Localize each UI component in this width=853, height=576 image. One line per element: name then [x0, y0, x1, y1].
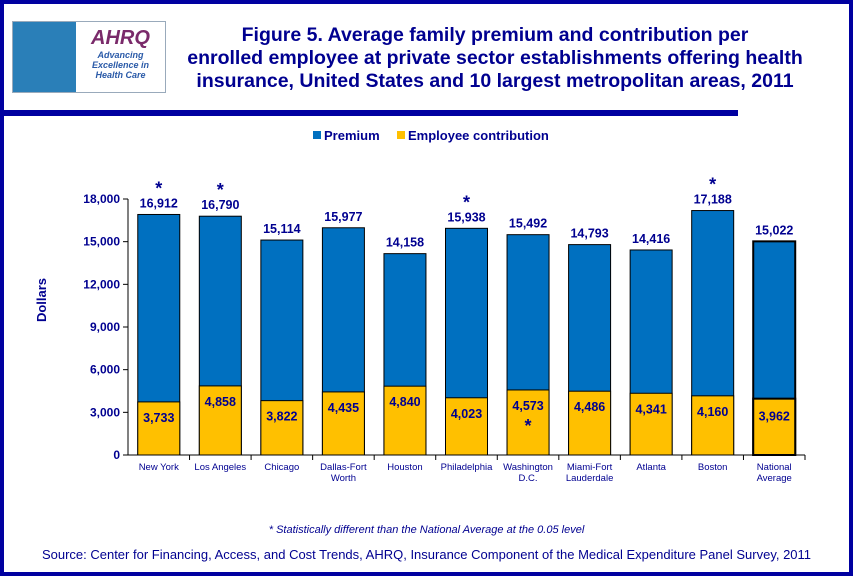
y-axis-label: Dollars — [34, 278, 49, 322]
x-tick-label: National — [757, 462, 792, 473]
bar-employee-contribution — [260, 400, 304, 456]
data-label-premium: 15,114 — [263, 222, 301, 236]
y-tick-label: 12,000 — [83, 277, 120, 291]
data-label-employee-contribution: 4,435 — [328, 401, 359, 415]
x-tick-label: Washington — [503, 462, 553, 473]
ahrq-logo: AHRQ Advancing Excellence in Health Care — [12, 21, 166, 93]
y-tick-label: 9,000 — [90, 320, 120, 334]
y-tick-label: 6,000 — [90, 363, 120, 377]
legend-swatch-premium — [313, 131, 321, 139]
x-tick-label: Dallas-Fort — [320, 462, 367, 473]
y-tick-label: 15,000 — [83, 235, 120, 249]
significance-marker: * — [155, 178, 162, 198]
bar-employee-contribution — [321, 391, 365, 456]
bar-employee-contribution — [629, 392, 673, 456]
bar-employee-contribution — [752, 397, 797, 456]
ahrq-logo-text: AHRQ Advancing Excellence in Health Care — [76, 22, 165, 92]
x-tick-label: D.C. — [519, 473, 538, 484]
legend-swatch-employee-contribution — [397, 131, 405, 139]
bar-employee-contribution — [691, 395, 735, 456]
significance-marker: * — [463, 192, 470, 212]
y-tick-label: 0 — [113, 448, 120, 462]
x-tick-label: Philadelphia — [441, 462, 493, 473]
ahrq-brand: AHRQ — [91, 27, 150, 49]
logo-line: Excellence in — [91, 60, 150, 70]
data-label-employee-contribution: 4,486 — [574, 400, 605, 414]
data-label-premium: 17,188 — [694, 193, 732, 207]
x-tick-label: Worth — [331, 473, 356, 484]
data-label-premium: 14,158 — [386, 236, 424, 250]
data-label-premium: 15,977 — [324, 210, 362, 224]
bar-employee-contribution — [383, 385, 427, 456]
x-tick-label: Lauderdale — [566, 473, 614, 484]
x-tick-label: Miami-Fort — [567, 462, 613, 473]
bar-employee-contribution — [198, 385, 242, 456]
data-label-employee-contribution: 4,573 — [512, 399, 543, 413]
data-label-premium: 15,938 — [447, 210, 485, 224]
title-line: enrolled employee at private sector esta… — [187, 47, 803, 69]
significance-marker: * — [709, 175, 716, 195]
chart-title: Figure 5. Average family premium and con… — [170, 24, 820, 93]
hhs-eagle-logo — [13, 22, 76, 92]
header-divider — [4, 110, 738, 116]
x-tick-label: Los Angeles — [194, 462, 246, 473]
logo-line: Advancing — [97, 50, 144, 60]
data-label-premium: 14,793 — [570, 227, 608, 241]
data-label-employee-contribution: 4,160 — [697, 405, 728, 419]
x-tick-label: New York — [139, 462, 179, 473]
title-line: Figure 5. Average family premium and con… — [241, 24, 749, 46]
data-label-premium: 15,492 — [509, 217, 547, 231]
bar-employee-contribution — [506, 389, 550, 456]
data-label-premium: 16,912 — [140, 196, 178, 210]
significance-marker: * — [217, 180, 224, 200]
y-tick-label: 3,000 — [90, 405, 120, 419]
bar-employee-contribution — [445, 397, 488, 456]
data-label-employee-contribution: 3,962 — [759, 410, 790, 424]
data-label-employee-contribution: 3,822 — [266, 410, 297, 424]
x-tick-label: Chicago — [264, 462, 299, 473]
data-label-premium: 14,416 — [632, 232, 670, 246]
x-tick-label: Boston — [698, 462, 728, 473]
bar-employee-contribution — [137, 401, 181, 456]
data-label-employee-contribution: 4,341 — [635, 402, 666, 416]
y-tick-label: 18,000 — [83, 192, 120, 206]
legend-label-employee-contribution: Employee contribution — [408, 128, 549, 143]
data-label-employee-contribution: 4,858 — [205, 395, 236, 409]
legend-label-premium: Premium — [324, 128, 380, 143]
x-tick-label: Atlanta — [636, 462, 666, 473]
x-tick-label: Average — [757, 473, 792, 484]
source-note: Source: Center for Financing, Access, an… — [41, 547, 812, 562]
footnote: * Statistically different than the Natio… — [268, 524, 585, 536]
data-label-employee-contribution: 4,023 — [451, 407, 482, 421]
title-line: insurance, United States and 10 largest … — [196, 70, 794, 92]
data-label-employee-contribution: 3,733 — [143, 411, 174, 425]
data-label-employee-contribution: 4,840 — [389, 395, 420, 409]
significance-marker: * — [525, 416, 532, 436]
data-label-premium: 15,022 — [755, 223, 793, 237]
data-label-premium: 16,790 — [201, 198, 239, 212]
x-tick-label: Houston — [387, 462, 422, 473]
logo-line: Health Care — [95, 70, 146, 80]
bar-employee-contribution — [568, 390, 612, 456]
